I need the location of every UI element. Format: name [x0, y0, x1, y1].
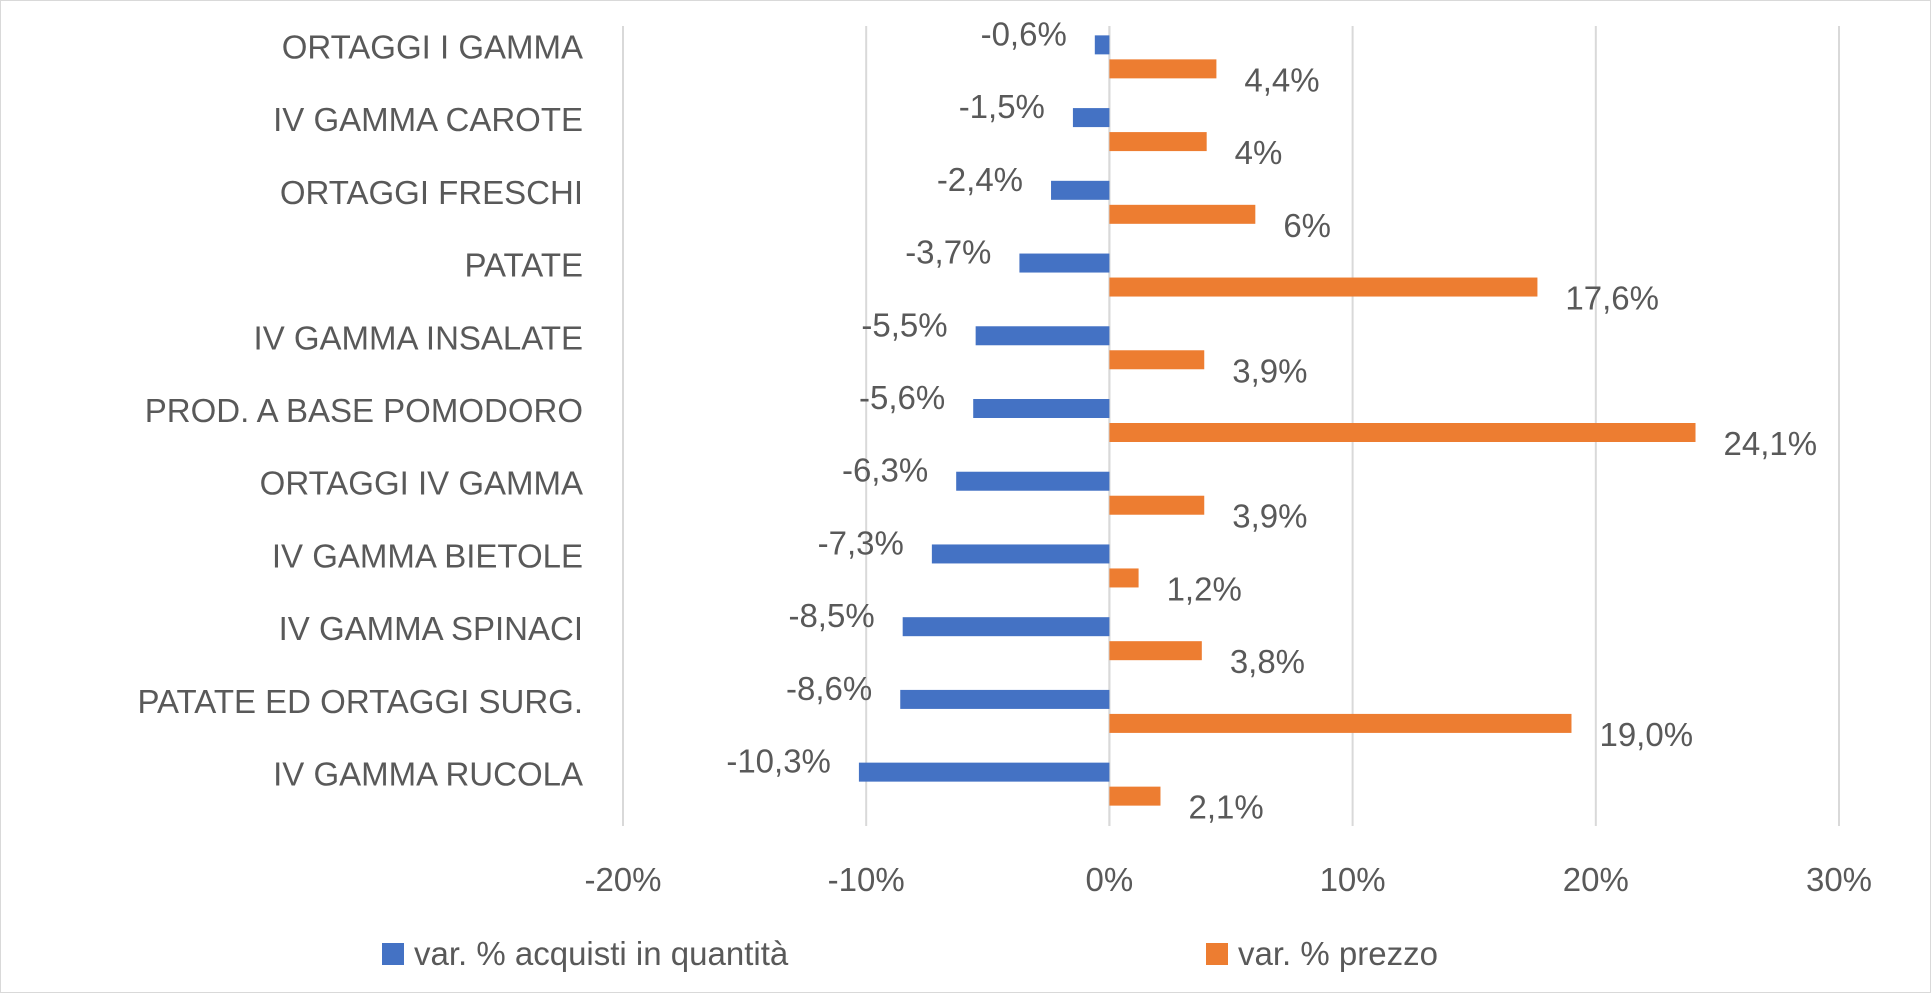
category-label: IV GAMMA INSALATE [254, 319, 583, 356]
bar-quantity [931, 544, 1110, 564]
bar-quantity [900, 689, 1110, 709]
bar-quantity [1051, 180, 1110, 200]
category-label: IV GAMMA SPINACI [279, 610, 583, 647]
x-tick-label: -10% [828, 861, 905, 898]
data-label-quantity: -7,3% [818, 524, 904, 561]
data-label-price: 3,9% [1232, 498, 1307, 535]
bar-price [1109, 713, 1572, 733]
category-label: PATATE ED ORTAGGI SURG. [137, 683, 583, 720]
data-label-price: 3,9% [1232, 352, 1307, 389]
bar-quantity [1072, 108, 1110, 128]
data-label-quantity: -6,3% [842, 452, 928, 489]
bar-quantity [956, 471, 1110, 491]
bar-price [1109, 277, 1538, 297]
category-label: IV GAMMA RUCOLA [273, 756, 583, 793]
x-tick-label: 20% [1563, 861, 1629, 898]
bar-price [1109, 350, 1205, 370]
category-label: IV GAMMA BIETOLE [272, 537, 583, 574]
bar-price [1109, 204, 1256, 224]
data-label-price: 6% [1283, 207, 1331, 244]
category-label: ORTAGGI I GAMMA [282, 28, 583, 65]
bar-price [1109, 786, 1161, 806]
bar-price [1109, 132, 1207, 152]
bar-price [1109, 423, 1696, 442]
data-label-quantity: -0,6% [981, 15, 1067, 52]
category-label: ORTAGGI IV GAMMA [260, 465, 583, 502]
bars [858, 35, 1696, 806]
data-label-price: 3,8% [1230, 643, 1305, 680]
data-label-price: 4% [1235, 134, 1283, 171]
data-label-price: 19,0% [1599, 716, 1693, 753]
legend: var. % acquisti in quantità var. % prezzo [382, 935, 1438, 972]
data-label-quantity: -8,5% [788, 597, 874, 634]
category-label: IV GAMMA CAROTE [273, 101, 583, 138]
bar-price [1109, 641, 1202, 661]
data-label-quantity: -1,5% [959, 88, 1045, 125]
legend-label: var. % acquisti in quantità [414, 935, 789, 972]
legend-swatch [1206, 943, 1228, 965]
data-label-quantity: -10,3% [726, 743, 831, 780]
bar-quantity [902, 617, 1110, 637]
legend-swatch [382, 943, 404, 965]
data-label-quantity: -5,5% [861, 306, 947, 343]
bar-quantity [975, 326, 1110, 346]
bar-price [1109, 568, 1139, 588]
data-label-price: 2,1% [1188, 789, 1263, 826]
bar-price [1109, 59, 1217, 79]
data-label-quantity: -8,6% [786, 670, 872, 707]
bar-quantity [1019, 253, 1110, 273]
x-tick-label: -20% [584, 861, 661, 898]
legend-label: var. % prezzo [1238, 935, 1438, 972]
x-tick-label: 0% [1086, 861, 1134, 898]
data-label-price: 4,4% [1244, 61, 1319, 98]
data-label-quantity: -3,7% [905, 234, 991, 271]
category-label: ORTAGGI FRESCHI [280, 174, 583, 211]
x-tick-label: 10% [1320, 861, 1386, 898]
x-tick-label: 30% [1806, 861, 1872, 898]
data-label-price: 24,1% [1724, 425, 1818, 462]
data-label-price: 17,6% [1565, 280, 1659, 317]
data-label-price: 1,2% [1167, 570, 1242, 607]
labels: -20% -10% 0% 10% 20% 30% ORTAGGI I GAMMA -0,6% 4… [137, 15, 1872, 898]
bar-quantity [1094, 35, 1110, 55]
data-label-quantity: -2,4% [937, 161, 1023, 198]
category-label: PROD. A BASE POMODORO [145, 392, 583, 429]
category-label: PATATE [464, 247, 583, 284]
bar-quantity [973, 399, 1110, 418]
bar-quantity [858, 762, 1110, 782]
bar-price [1109, 495, 1205, 515]
data-label-quantity: -5,6% [859, 379, 945, 416]
